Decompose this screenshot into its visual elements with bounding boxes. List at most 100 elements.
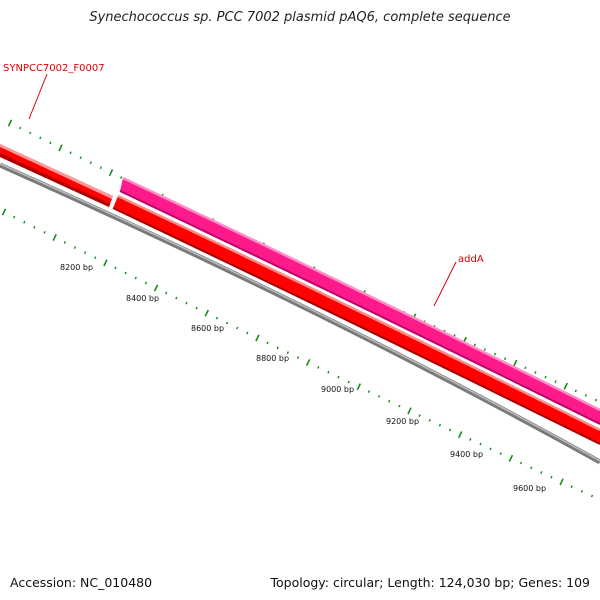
label-leader-SYNPCC7002_F0007 bbox=[28, 73, 48, 120]
scale-label-8200: 8200 bp bbox=[60, 263, 93, 272]
inner-major-tick bbox=[457, 431, 463, 439]
inner-minor-tick bbox=[347, 380, 350, 384]
inner-minor-tick bbox=[225, 321, 229, 325]
scale-label-8800: 8800 bp bbox=[256, 354, 289, 363]
inner-minor-tick bbox=[519, 461, 523, 465]
outer-minor-tick bbox=[483, 348, 487, 351]
reverse-strand-gene[interactable] bbox=[112, 194, 600, 445]
inner-minor-tick bbox=[33, 225, 36, 229]
outer-minor-tick bbox=[473, 343, 476, 347]
inner-minor-tick bbox=[418, 414, 421, 418]
outer-minor-tick bbox=[493, 352, 497, 356]
inner-minor-tick bbox=[337, 375, 340, 379]
outer-minor-tick bbox=[524, 366, 527, 370]
inner-minor-tick bbox=[63, 241, 66, 244]
inner-minor-tick bbox=[94, 256, 97, 260]
gene-addA[interactable] bbox=[119, 176, 600, 425]
inner-major-tick bbox=[204, 309, 210, 317]
inner-major-tick bbox=[153, 284, 159, 292]
inner-minor-tick bbox=[327, 370, 330, 374]
inner-minor-tick bbox=[469, 437, 472, 441]
inner-minor-tick bbox=[590, 494, 594, 498]
outer-minor-tick bbox=[29, 131, 32, 135]
outer-major-tick bbox=[7, 119, 13, 127]
outer-minor-tick bbox=[18, 126, 22, 130]
map-title: Synechococcus sp. PCC 7002 plasmid pAQ6,… bbox=[89, 10, 511, 25]
inner-minor-tick bbox=[438, 423, 442, 427]
scale-label-8600: 8600 bp bbox=[191, 324, 224, 333]
inner-minor-tick bbox=[12, 215, 16, 219]
inner-minor-tick bbox=[428, 419, 431, 422]
inner-minor-tick bbox=[165, 291, 168, 295]
inner-minor-tick bbox=[499, 452, 502, 456]
inner-minor-tick bbox=[276, 346, 279, 350]
scale-label-9200: 9200 bp bbox=[386, 417, 419, 426]
inner-minor-tick bbox=[367, 390, 371, 394]
outer-minor-tick bbox=[503, 357, 507, 361]
outer-minor-tick bbox=[39, 136, 42, 140]
inner-minor-tick bbox=[144, 281, 148, 285]
inner-minor-tick bbox=[175, 296, 178, 300]
label-leader-addA bbox=[433, 261, 457, 307]
inner-minor-tick bbox=[236, 326, 239, 330]
inner-tick-track bbox=[1, 208, 594, 498]
inner-minor-tick bbox=[43, 230, 46, 234]
inner-major-tick bbox=[407, 407, 412, 415]
inner-major-tick bbox=[1, 208, 7, 216]
genome-summary-text: Topology: circular; Length: 124,030 bp; … bbox=[270, 575, 591, 590]
outer-minor-tick bbox=[594, 398, 598, 402]
inner-major-tick bbox=[255, 334, 260, 342]
outer-minor-tick bbox=[69, 151, 72, 155]
inner-minor-tick bbox=[195, 306, 198, 310]
sequence-backbone bbox=[0, 162, 600, 465]
inner-minor-tick bbox=[215, 316, 219, 320]
inner-minor-tick bbox=[479, 442, 482, 446]
inner-minor-tick bbox=[398, 404, 401, 408]
outer-major-tick bbox=[108, 169, 114, 177]
inner-minor-tick bbox=[570, 485, 573, 488]
inner-minor-tick bbox=[296, 356, 300, 359]
outer-minor-tick bbox=[79, 156, 82, 160]
inner-minor-tick bbox=[540, 471, 543, 474]
inner-minor-tick bbox=[448, 428, 452, 432]
inner-minor-tick bbox=[124, 271, 127, 275]
outer-minor-tick bbox=[99, 166, 103, 170]
inner-minor-tick bbox=[388, 399, 391, 403]
outer-major-tick bbox=[563, 382, 568, 390]
inner-minor-tick bbox=[580, 489, 584, 493]
inner-minor-tick bbox=[246, 331, 249, 335]
inner-minor-tick bbox=[83, 251, 87, 255]
outer-minor-tick bbox=[49, 141, 52, 145]
outer-major-tick bbox=[512, 359, 518, 367]
inner-major-tick bbox=[103, 259, 108, 267]
gene-SYNPCC7002_F0007[interactable] bbox=[0, 144, 113, 207]
outer-minor-tick bbox=[584, 394, 588, 397]
outer-minor-tick bbox=[534, 371, 537, 374]
scale-label-9400: 9400 bp bbox=[450, 450, 483, 459]
inner-minor-tick bbox=[73, 246, 77, 250]
inner-minor-tick bbox=[377, 395, 381, 398]
outer-tick-track bbox=[7, 119, 598, 402]
inner-minor-tick bbox=[185, 301, 188, 305]
scale-label-9600: 9600 bp bbox=[513, 484, 546, 493]
label-SYNPCC7002_F0007[interactable]: SYNPCC7002_F0007 bbox=[3, 63, 105, 74]
inner-minor-tick bbox=[550, 475, 553, 479]
inner-minor-tick bbox=[317, 366, 320, 369]
outer-minor-tick bbox=[89, 161, 92, 165]
scale-label-9000: 9000 bp bbox=[321, 385, 354, 394]
inner-minor-tick bbox=[134, 276, 137, 280]
label-addA[interactable]: addA bbox=[458, 254, 484, 265]
inner-major-tick bbox=[52, 233, 57, 241]
scale-label-8400: 8400 bp bbox=[126, 294, 159, 303]
inner-minor-tick bbox=[489, 447, 492, 451]
inner-major-tick bbox=[559, 478, 564, 486]
inner-minor-tick bbox=[266, 341, 269, 345]
inner-minor-tick bbox=[286, 351, 290, 355]
inner-major-tick bbox=[305, 358, 311, 366]
outer-minor-tick bbox=[119, 176, 123, 179]
inner-minor-tick bbox=[23, 220, 26, 224]
outer-minor-tick bbox=[554, 380, 557, 384]
outer-major-tick bbox=[58, 144, 63, 152]
outer-minor-tick bbox=[544, 375, 547, 379]
